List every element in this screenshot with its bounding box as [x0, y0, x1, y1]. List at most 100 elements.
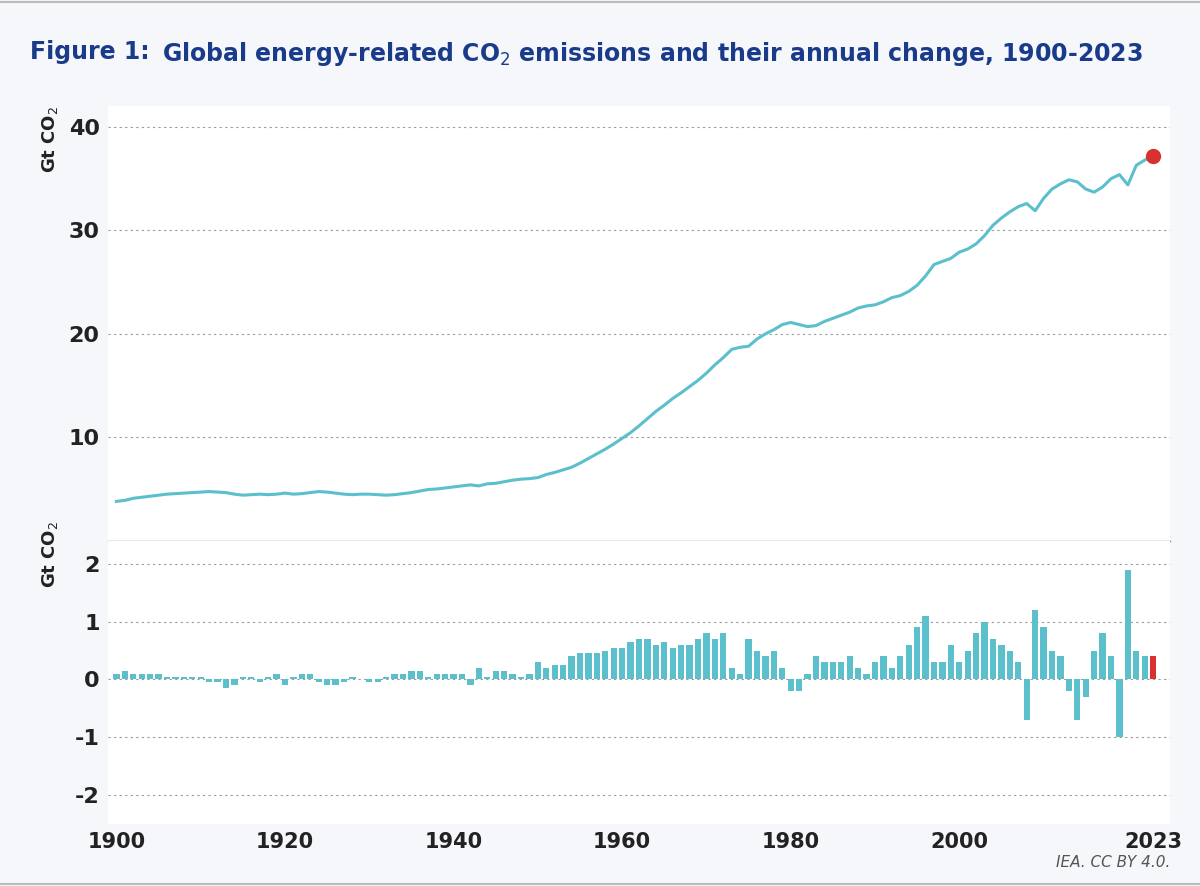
- Bar: [130, 673, 137, 680]
- Bar: [138, 673, 145, 680]
- Bar: [425, 677, 432, 680]
- Bar: [854, 668, 862, 680]
- Bar: [796, 680, 803, 691]
- Bar: [577, 654, 583, 680]
- Bar: [442, 673, 449, 680]
- Bar: [838, 662, 845, 680]
- Bar: [829, 662, 836, 680]
- Bar: [998, 645, 1004, 680]
- Bar: [1049, 650, 1055, 680]
- Bar: [678, 645, 684, 680]
- Bar: [265, 677, 271, 680]
- Bar: [965, 650, 971, 680]
- Bar: [889, 668, 895, 680]
- Text: Gt CO$_2$: Gt CO$_2$: [40, 106, 60, 174]
- Bar: [812, 657, 820, 680]
- Bar: [653, 645, 659, 680]
- Bar: [475, 668, 482, 680]
- Bar: [990, 639, 996, 680]
- Bar: [628, 641, 634, 680]
- Bar: [366, 680, 372, 682]
- Bar: [450, 673, 457, 680]
- Bar: [1082, 680, 1088, 696]
- Bar: [316, 680, 322, 682]
- Bar: [1150, 657, 1157, 680]
- Bar: [1007, 650, 1013, 680]
- Bar: [206, 680, 212, 682]
- Bar: [433, 673, 440, 680]
- Bar: [1133, 650, 1140, 680]
- Bar: [1066, 680, 1072, 691]
- Bar: [956, 662, 962, 680]
- Bar: [416, 671, 424, 680]
- Bar: [923, 616, 929, 680]
- Bar: [341, 680, 347, 682]
- Bar: [670, 648, 676, 680]
- Bar: [914, 627, 920, 680]
- Bar: [257, 680, 263, 682]
- Text: IEA. CC BY 4.0.: IEA. CC BY 4.0.: [1056, 855, 1170, 870]
- Bar: [374, 680, 380, 682]
- Bar: [1015, 662, 1021, 680]
- Bar: [332, 680, 338, 685]
- Bar: [1074, 680, 1080, 720]
- Bar: [1057, 657, 1063, 680]
- Bar: [400, 673, 406, 680]
- Bar: [121, 671, 128, 680]
- Bar: [594, 654, 600, 680]
- Bar: [510, 673, 516, 680]
- Bar: [720, 633, 726, 680]
- Bar: [500, 671, 508, 680]
- Bar: [940, 662, 946, 680]
- Bar: [156, 673, 162, 680]
- Bar: [1024, 680, 1030, 720]
- Bar: [804, 673, 811, 680]
- Bar: [1040, 627, 1046, 680]
- Bar: [1141, 657, 1148, 680]
- Bar: [146, 673, 154, 680]
- Bar: [484, 677, 491, 680]
- Bar: [408, 671, 414, 680]
- Bar: [290, 677, 296, 680]
- Bar: [544, 668, 550, 680]
- Bar: [282, 680, 288, 685]
- Bar: [661, 641, 667, 680]
- Text: Global energy-related CO$_2$ emissions and their annual change, 1900-2023: Global energy-related CO$_2$ emissions a…: [162, 40, 1142, 68]
- Bar: [787, 680, 794, 691]
- Bar: [1108, 657, 1114, 680]
- Bar: [872, 662, 878, 680]
- Bar: [948, 645, 954, 680]
- Bar: [383, 677, 389, 680]
- Bar: [274, 673, 280, 680]
- Bar: [240, 677, 246, 680]
- Bar: [518, 677, 524, 680]
- Bar: [1032, 610, 1038, 680]
- Bar: [931, 662, 937, 680]
- Bar: [728, 668, 734, 680]
- Bar: [1124, 570, 1132, 680]
- Bar: [181, 677, 187, 680]
- Bar: [307, 673, 313, 680]
- Bar: [770, 650, 778, 680]
- Bar: [881, 657, 887, 680]
- Bar: [552, 665, 558, 680]
- Bar: [173, 677, 179, 680]
- Bar: [619, 648, 625, 680]
- Bar: [712, 639, 718, 680]
- Bar: [164, 677, 170, 680]
- Bar: [349, 677, 355, 680]
- Bar: [1099, 633, 1105, 680]
- Bar: [737, 673, 743, 680]
- Bar: [1116, 680, 1122, 737]
- Bar: [754, 650, 760, 680]
- Bar: [644, 639, 650, 680]
- Bar: [906, 645, 912, 680]
- Bar: [190, 677, 196, 680]
- Bar: [569, 657, 575, 680]
- Text: Gt CO$_2$: Gt CO$_2$: [40, 521, 60, 588]
- Bar: [299, 673, 305, 680]
- Bar: [602, 650, 608, 680]
- Bar: [973, 633, 979, 680]
- Bar: [779, 668, 786, 680]
- Bar: [586, 654, 592, 680]
